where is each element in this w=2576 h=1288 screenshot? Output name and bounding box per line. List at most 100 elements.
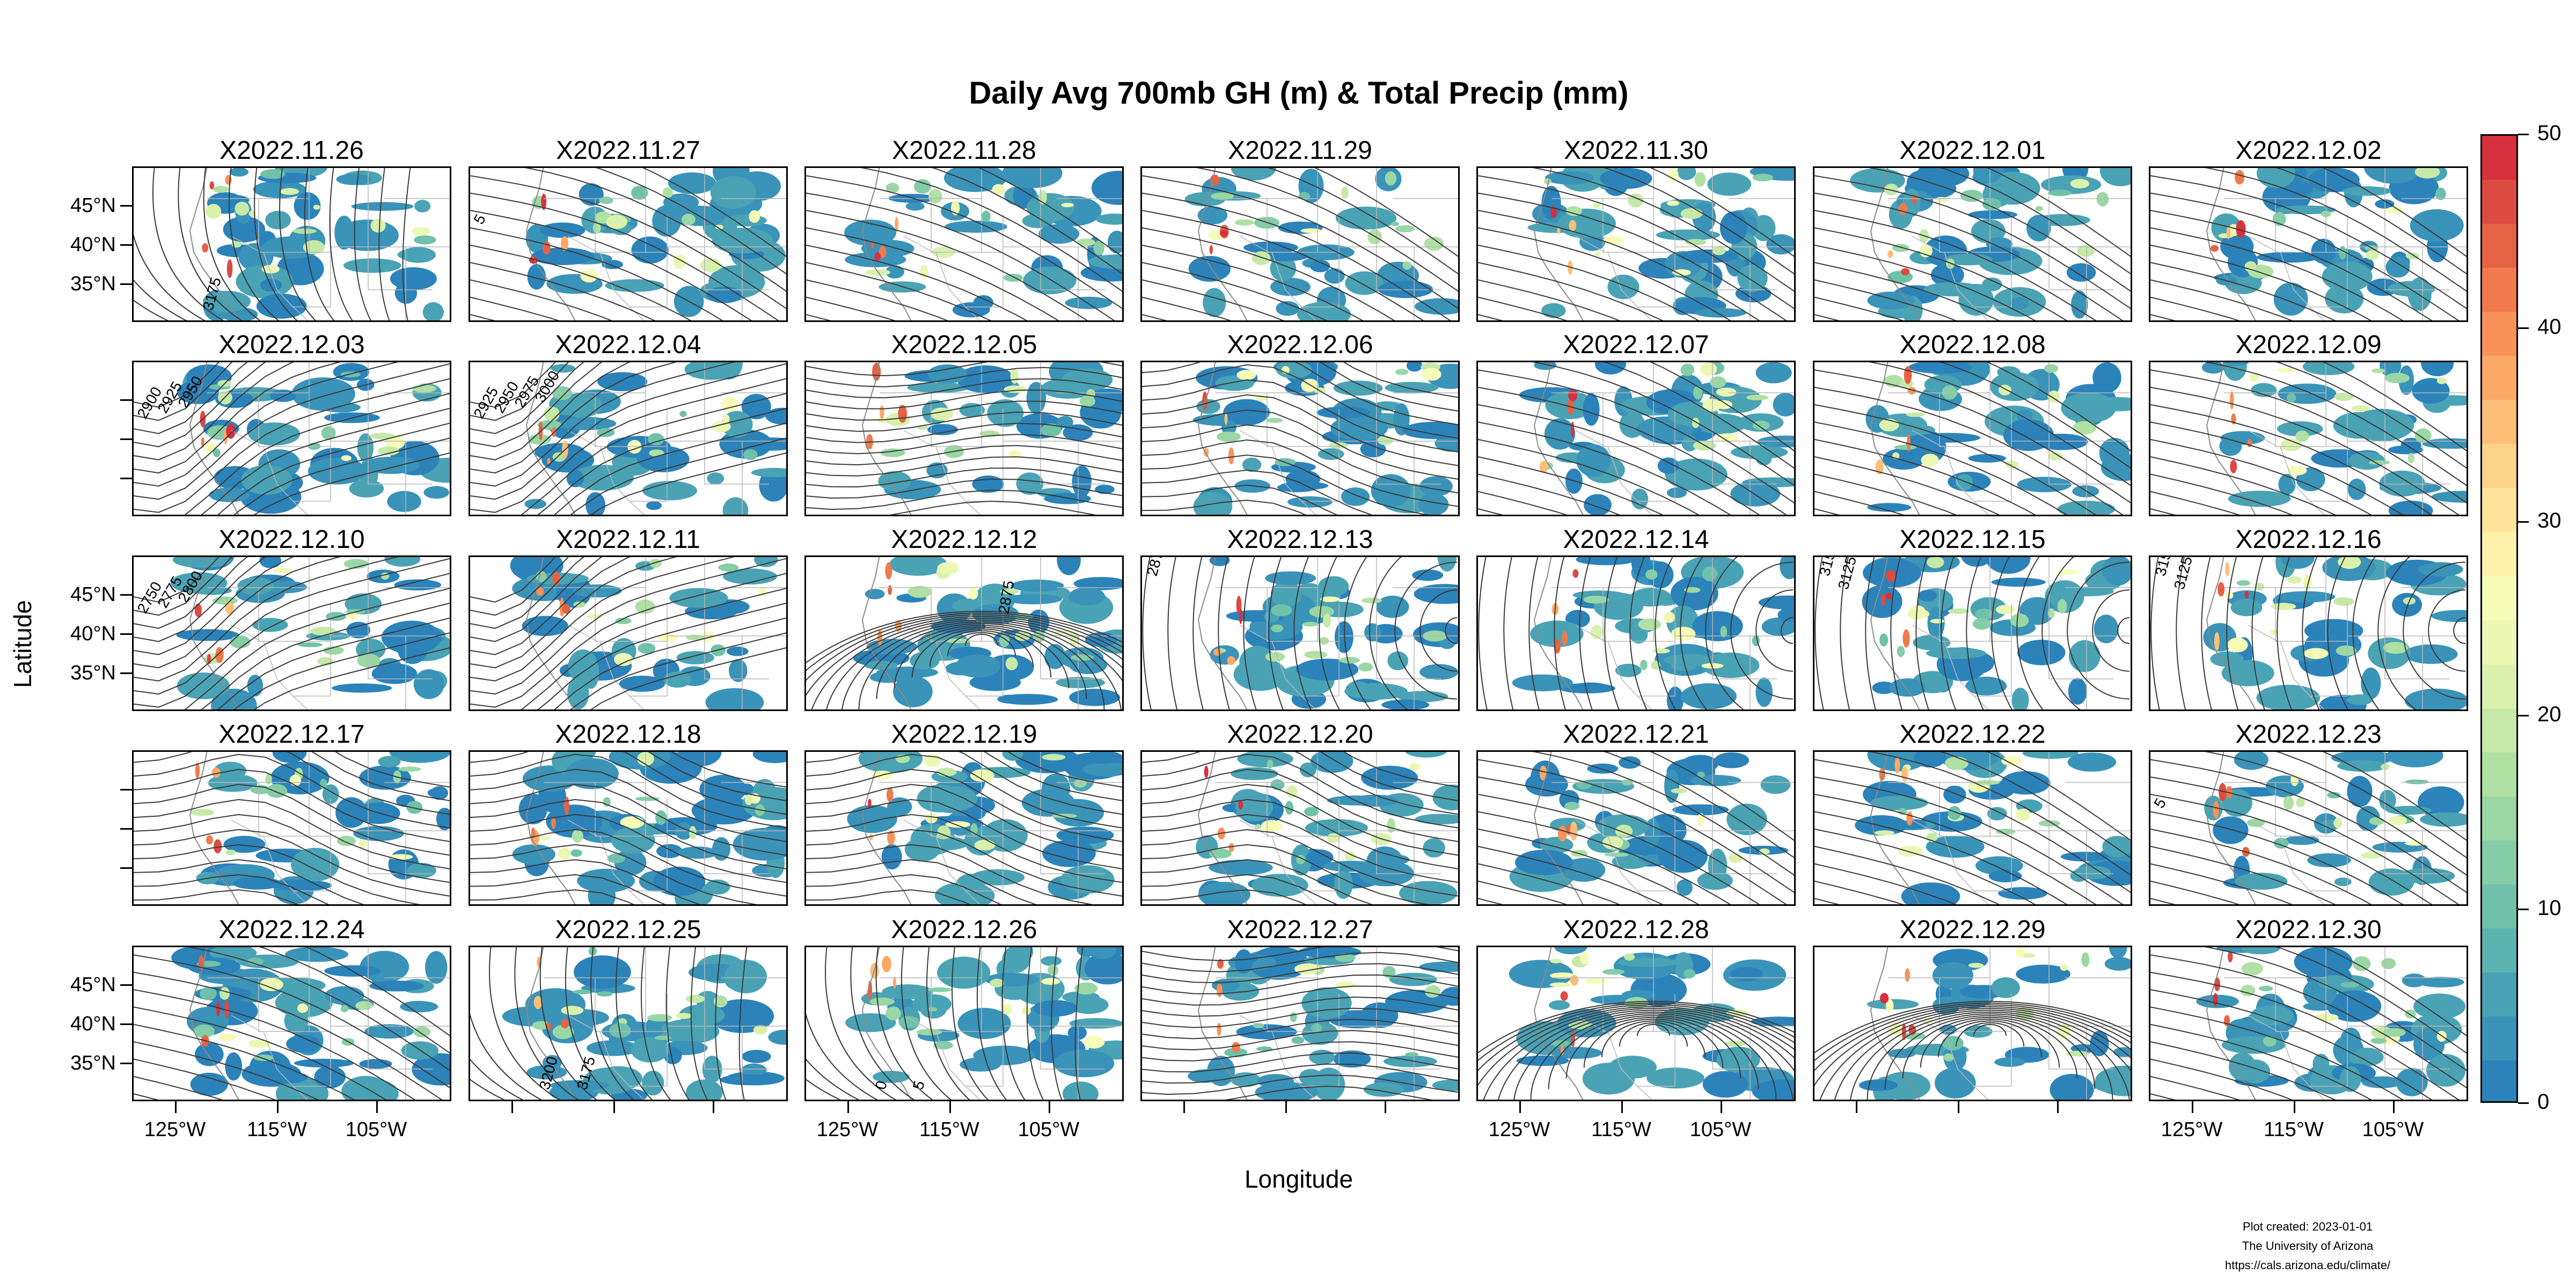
map-panel: X2022.12.27 xyxy=(1140,916,1460,1101)
lat-label: 40°N xyxy=(70,233,116,256)
map-panel: X2022.12.17 xyxy=(132,721,451,906)
lon-tick xyxy=(1285,1101,1287,1113)
colorbar-tick xyxy=(2518,715,2529,716)
precip-field xyxy=(190,750,451,905)
map-panel: X2022.12.20 xyxy=(1140,721,1460,906)
map-panel: X2022.11.30 xyxy=(1476,137,1796,322)
colorbar-segment xyxy=(2482,1060,2516,1101)
panel-title: X2022.11.27 xyxy=(556,136,700,165)
map-svg xyxy=(469,750,788,906)
colorbar-segment xyxy=(2482,312,2516,357)
panel-title: X2022.12.10 xyxy=(218,525,365,554)
map-panel: X2022.12.01 xyxy=(1813,137,2132,322)
map-svg xyxy=(1140,946,1460,1101)
lon-tick xyxy=(1721,1101,1722,1113)
x-axis-label: Longitude xyxy=(1244,1165,1353,1193)
precip-field xyxy=(510,555,778,711)
map-svg xyxy=(469,555,788,711)
lon-label: 105°W xyxy=(1018,1118,1080,1141)
panel-title: X2022.12.20 xyxy=(1227,720,1373,749)
credit-plot-created: Plot created: 2023-01-01 xyxy=(2242,1220,2373,1233)
colorbar-tick-label: 50 xyxy=(2537,121,2562,145)
credit-university: The University of Arizona xyxy=(2242,1239,2374,1253)
lat-tick xyxy=(120,633,132,635)
panel-title: X2022.12.11 xyxy=(556,525,700,554)
colorbar-segment xyxy=(2482,664,2516,709)
precip-field xyxy=(1855,750,2132,906)
lat-tick xyxy=(120,984,132,986)
panel-title: X2022.12.15 xyxy=(1899,525,2046,554)
colorbar-segment xyxy=(2482,972,2516,1017)
map-svg xyxy=(1476,946,1796,1101)
colorbar-tick xyxy=(2518,521,2529,523)
contour-label: 0 xyxy=(872,1079,890,1091)
colorbar-segment xyxy=(2482,224,2516,269)
colorbar-tick xyxy=(2518,327,2529,329)
colorbar-segment xyxy=(2482,708,2516,753)
lon-label: 115°W xyxy=(2264,1118,2324,1141)
map-panel: X2022.12.25 3200 3175 xyxy=(469,916,788,1101)
lat-tick xyxy=(120,594,132,596)
map-panel: X2022.11.27 5 xyxy=(469,137,788,322)
map-panel: X2022.12.16 3150 3125 xyxy=(2149,526,2468,711)
panel-title: X2022.12.01 xyxy=(1899,136,2046,165)
map-svg xyxy=(1140,750,1460,906)
map-panel: X2022.12.02 xyxy=(2149,137,2468,322)
lon-tick xyxy=(2192,1101,2193,1113)
lat-tick xyxy=(120,867,132,869)
panel-title: X2022.12.21 xyxy=(1563,720,1709,749)
precip-field xyxy=(1196,750,1460,906)
map-panel: X2022.12.09 xyxy=(2149,331,2468,516)
map-panel: X2022.12.24 xyxy=(132,916,451,1101)
lat-label: 45°N xyxy=(70,583,116,606)
lon-tick xyxy=(2057,1101,2059,1113)
lat-label: 40°N xyxy=(70,1013,116,1035)
panel-title: X2022.11.29 xyxy=(1228,136,1372,165)
contour-label: 3150 xyxy=(2152,555,2177,578)
panel-title: X2022.12.17 xyxy=(218,720,365,749)
lat-label: 45°N xyxy=(70,194,116,217)
map-panel: X2022.12.28 xyxy=(1476,916,1796,1101)
panel-title: X2022.12.25 xyxy=(555,916,701,944)
panel-title: X2022.12.29 xyxy=(1899,916,2046,944)
panel-title: X2022.12.16 xyxy=(2235,525,2382,554)
panel-title: X2022.12.04 xyxy=(555,331,701,359)
lon-tick xyxy=(1183,1101,1185,1113)
precip-field xyxy=(1209,555,1460,711)
contour-label: 2875 xyxy=(1144,555,1168,578)
map-svg xyxy=(804,166,1124,322)
lon-tick xyxy=(277,1101,279,1113)
colorbar-segment xyxy=(2482,400,2516,445)
map-svg xyxy=(1813,361,2132,516)
colorbar-tick xyxy=(2518,1102,2529,1104)
precip-field xyxy=(1512,555,1796,711)
panel-title: X2022.11.26 xyxy=(219,136,364,165)
lon-label: 115°W xyxy=(919,1118,979,1141)
panel-title: X2022.12.30 xyxy=(2235,916,2382,944)
lon-tick xyxy=(1958,1101,1959,1113)
colorbar-tick-label: 0 xyxy=(2537,1090,2550,1114)
map-panel: X2022.12.10 2750 2775 2800 xyxy=(132,526,451,711)
precip-field xyxy=(525,166,786,317)
map-panel: X2022.12.13 2875 xyxy=(1140,526,1460,711)
precip-field xyxy=(502,947,788,1101)
colorbar-segment xyxy=(2482,136,2516,181)
panel-title: X2022.12.19 xyxy=(891,720,1037,749)
precip-field xyxy=(853,555,1124,707)
colorbar-segment xyxy=(2482,532,2516,577)
map-panel: X2022.11.29 xyxy=(1140,137,1460,322)
map-svg xyxy=(804,361,1124,516)
precip-field xyxy=(1850,166,2132,322)
map-panel: X2022.12.29 xyxy=(1813,916,2132,1101)
lon-label: 105°W xyxy=(2362,1118,2424,1141)
map-svg xyxy=(1476,555,1796,711)
map-panel: X2022.12.06 xyxy=(1140,331,1460,516)
precip-field xyxy=(844,166,1124,318)
map-svg xyxy=(1813,166,2132,322)
colorbar-segment xyxy=(2482,620,2516,665)
lon-tick xyxy=(2294,1101,2295,1113)
lon-tick xyxy=(713,1101,714,1113)
panel-title: X2022.11.30 xyxy=(1564,136,1708,165)
